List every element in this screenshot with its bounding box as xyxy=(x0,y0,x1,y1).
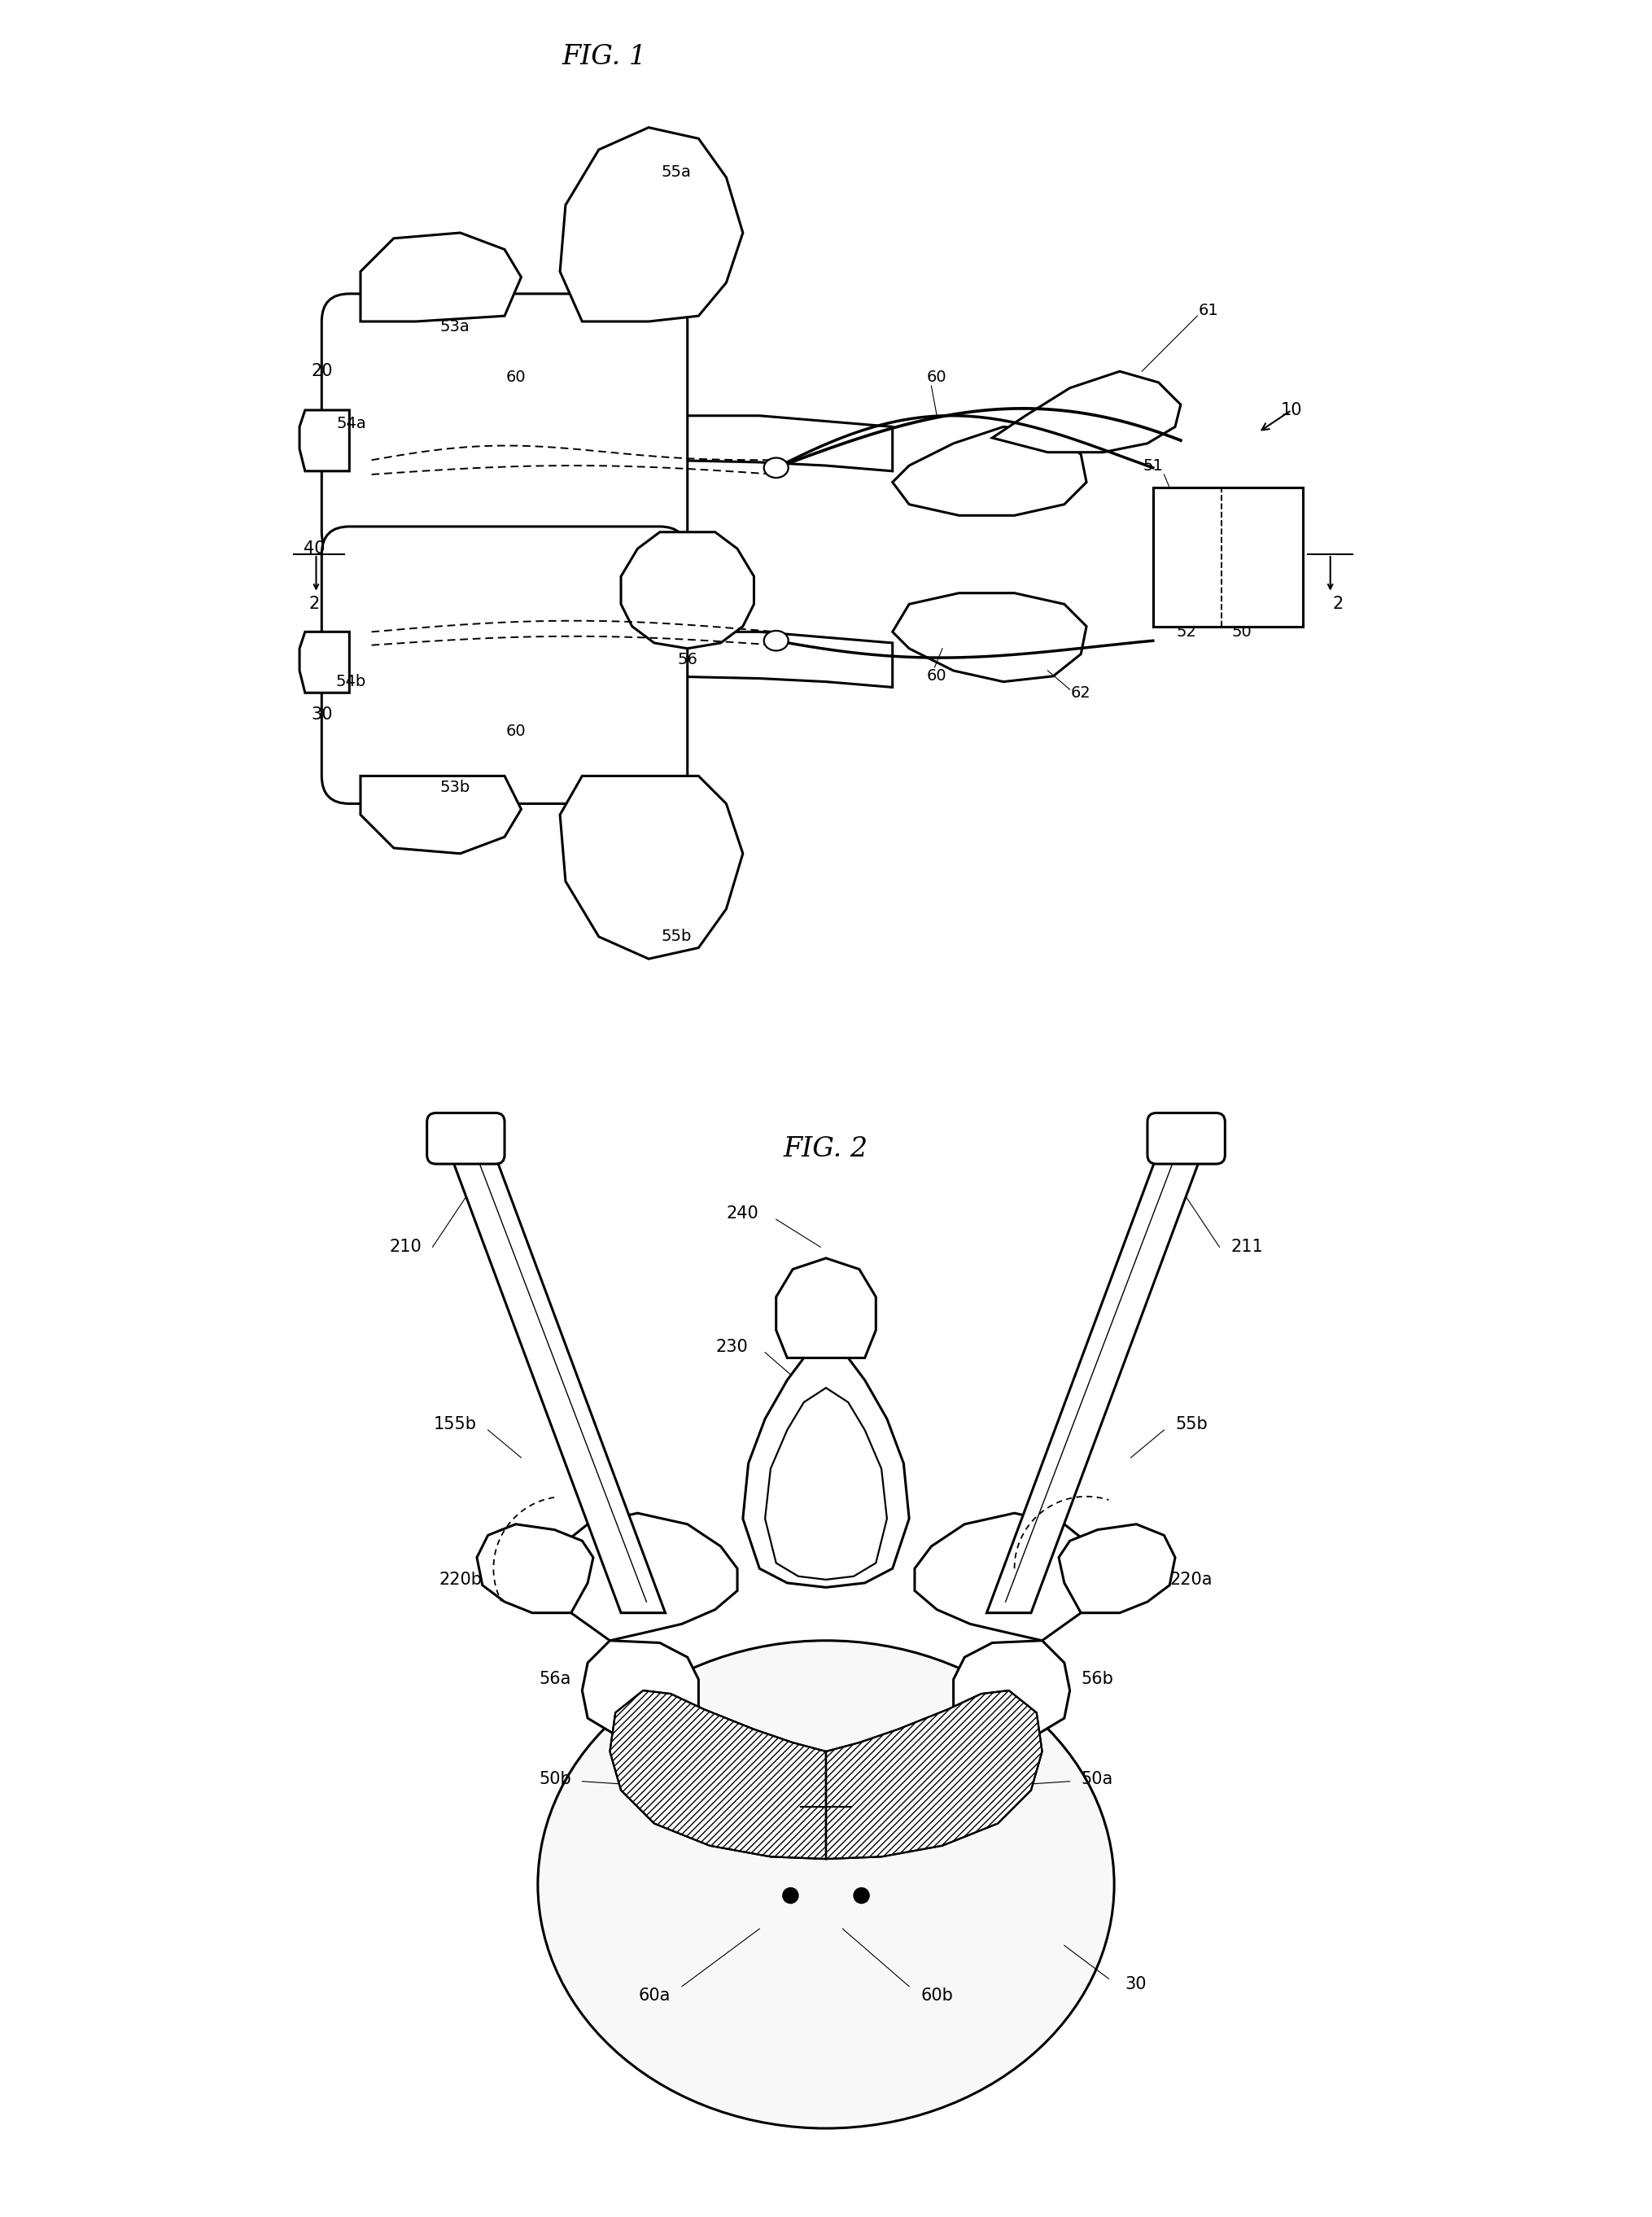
Text: 61: 61 xyxy=(1198,304,1219,317)
Polygon shape xyxy=(915,1512,1097,1641)
FancyBboxPatch shape xyxy=(1153,488,1303,627)
FancyBboxPatch shape xyxy=(1148,1113,1226,1164)
Circle shape xyxy=(854,1889,869,1902)
Text: 155b: 155b xyxy=(434,1417,477,1432)
Text: 60: 60 xyxy=(506,370,525,384)
Text: 20: 20 xyxy=(311,364,332,379)
Text: 10: 10 xyxy=(1280,401,1302,419)
Text: 56b: 56b xyxy=(1080,1672,1113,1687)
Ellipse shape xyxy=(763,459,788,479)
Text: 2: 2 xyxy=(1333,596,1343,612)
Polygon shape xyxy=(444,1135,666,1614)
Text: 55a: 55a xyxy=(661,164,692,180)
Polygon shape xyxy=(892,426,1087,517)
Polygon shape xyxy=(765,1388,887,1579)
Text: 50: 50 xyxy=(1232,625,1252,638)
Text: 60: 60 xyxy=(927,670,947,683)
FancyBboxPatch shape xyxy=(322,295,687,561)
Polygon shape xyxy=(582,1641,699,1738)
Text: 55b: 55b xyxy=(1175,1417,1208,1432)
Polygon shape xyxy=(555,1512,737,1641)
Text: 30: 30 xyxy=(311,707,332,723)
Text: 30: 30 xyxy=(1125,1975,1146,1993)
Text: FIG. 2: FIG. 2 xyxy=(783,1135,869,1162)
Text: 60a: 60a xyxy=(638,1986,671,2004)
Text: 55b: 55b xyxy=(661,929,692,944)
Text: 211: 211 xyxy=(1231,1239,1262,1255)
Text: 210: 210 xyxy=(390,1239,421,1255)
Polygon shape xyxy=(659,632,892,687)
Text: 56: 56 xyxy=(677,652,697,667)
Polygon shape xyxy=(659,417,892,472)
Text: 53a: 53a xyxy=(439,319,469,335)
FancyBboxPatch shape xyxy=(322,528,687,805)
Polygon shape xyxy=(477,1525,593,1614)
Text: 50b: 50b xyxy=(539,1771,572,1787)
Text: 60b: 60b xyxy=(920,1986,953,2004)
Text: 60: 60 xyxy=(506,725,525,738)
Text: 230: 230 xyxy=(715,1339,748,1355)
Polygon shape xyxy=(610,1692,826,1858)
Text: 220a: 220a xyxy=(1170,1572,1213,1587)
Text: 54b: 54b xyxy=(335,674,367,689)
Polygon shape xyxy=(299,410,349,472)
Text: 54a: 54a xyxy=(335,417,367,430)
Ellipse shape xyxy=(763,630,788,652)
Text: 62: 62 xyxy=(1070,685,1090,701)
Polygon shape xyxy=(360,776,520,854)
Text: 50a: 50a xyxy=(1080,1771,1113,1787)
Polygon shape xyxy=(776,1259,876,1357)
Polygon shape xyxy=(826,1692,1042,1858)
Polygon shape xyxy=(986,1135,1208,1614)
Polygon shape xyxy=(743,1346,909,1587)
Text: 2: 2 xyxy=(309,596,319,612)
Polygon shape xyxy=(621,532,753,647)
Polygon shape xyxy=(299,632,349,692)
FancyBboxPatch shape xyxy=(426,1113,504,1164)
Polygon shape xyxy=(892,594,1087,683)
Text: 220b: 220b xyxy=(439,1572,482,1587)
Text: 56a: 56a xyxy=(539,1672,572,1687)
Text: FIG. 1: FIG. 1 xyxy=(562,44,646,71)
Circle shape xyxy=(783,1889,798,1902)
Text: 40: 40 xyxy=(814,1782,838,1798)
Text: 240: 240 xyxy=(727,1206,758,1222)
Polygon shape xyxy=(993,372,1181,452)
Text: 52: 52 xyxy=(1176,625,1196,638)
Polygon shape xyxy=(360,233,520,321)
Polygon shape xyxy=(1059,1525,1175,1614)
Text: 53b: 53b xyxy=(439,780,469,794)
Ellipse shape xyxy=(539,1641,1113,2128)
Text: 60: 60 xyxy=(927,370,947,384)
Polygon shape xyxy=(953,1641,1070,1738)
Polygon shape xyxy=(560,129,743,321)
Text: 40: 40 xyxy=(304,541,325,556)
Text: 51: 51 xyxy=(1143,459,1163,472)
Polygon shape xyxy=(560,776,743,960)
